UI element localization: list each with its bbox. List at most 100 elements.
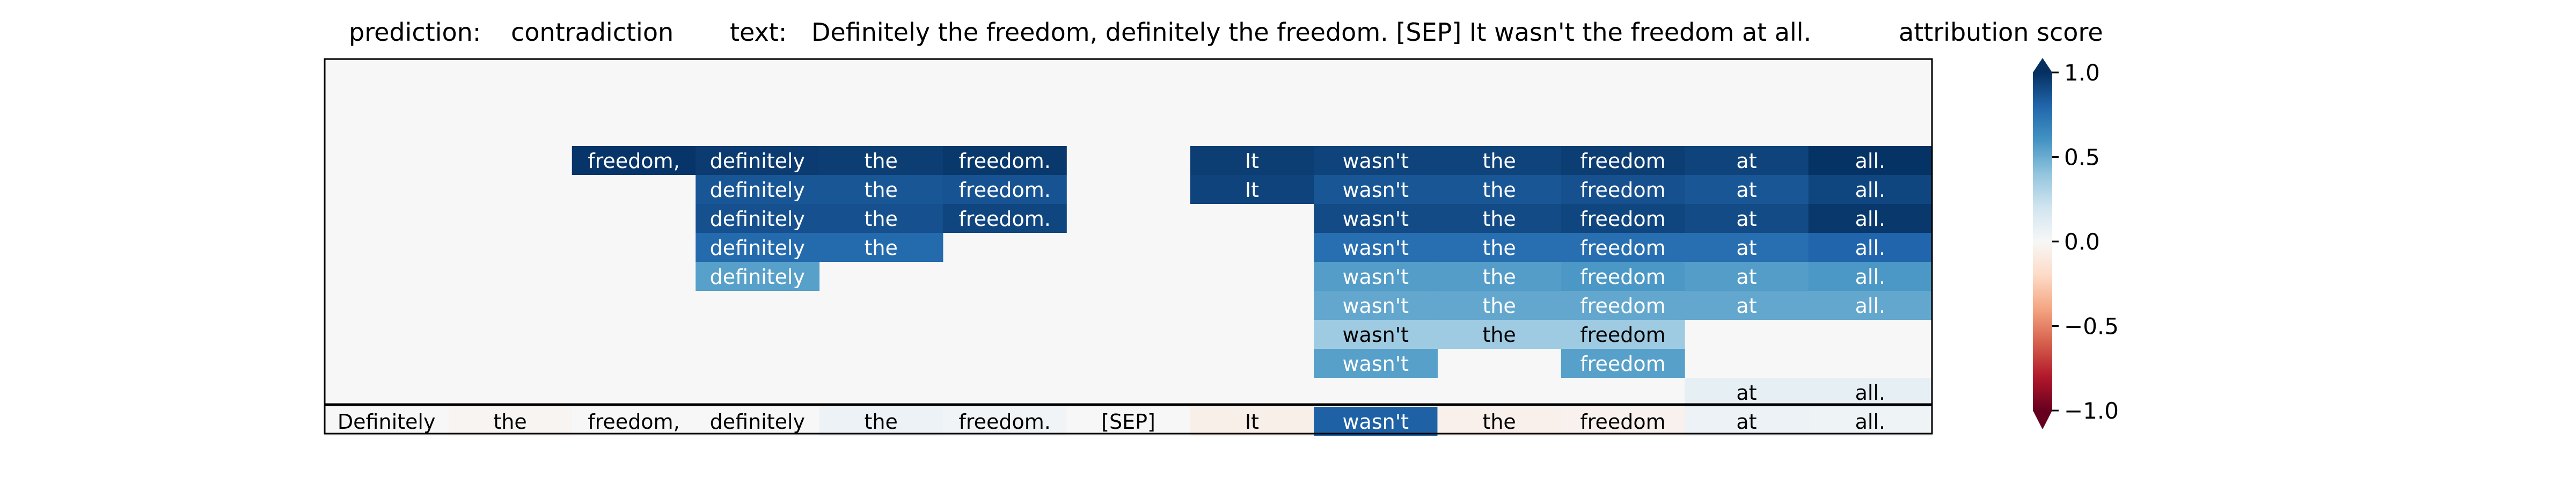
heatmap-cell <box>819 146 943 175</box>
heatmap-cell-label: the <box>1482 294 1516 318</box>
input-token-cell <box>942 407 1067 436</box>
input-token-cell <box>325 407 449 436</box>
input-token-cell-label: freedom <box>1580 410 1665 434</box>
heatmap-cell <box>1561 262 1685 291</box>
input-token-cell <box>1437 407 1562 436</box>
colorbar-extend-bottom <box>2033 411 2052 429</box>
heatmap-cell <box>1685 146 1809 175</box>
heatmap-cell-label: freedom <box>1580 352 1665 376</box>
heatmap-cell-label: freedom. <box>958 149 1050 173</box>
colorbar-tick-label: 0.5 <box>2064 144 2100 171</box>
heatmap-cell-label: all. <box>1855 236 1885 260</box>
prediction-label: prediction: <box>349 18 481 47</box>
heatmap-cell-label: freedom <box>1580 265 1665 289</box>
input-token-cell-label: at <box>1736 410 1757 434</box>
text-value: Definitely the freedom, definitely the f… <box>811 18 1811 47</box>
heatmap-cell <box>1685 291 1809 320</box>
input-token-cell-label: It <box>1245 410 1259 434</box>
heatmap-cell-label: the <box>865 236 898 260</box>
heatmap-cell <box>1314 204 1438 233</box>
heatmap-cell <box>1437 175 1562 204</box>
heatmap-cell <box>1561 146 1685 175</box>
heatmap-cells <box>325 146 1933 436</box>
heatmap-cell <box>819 204 943 233</box>
input-token-cell-label: wasn't <box>1342 410 1409 434</box>
heatmap-cell-label: freedom <box>1580 178 1665 202</box>
input-token-cell-label: definitely <box>710 410 805 434</box>
heatmap-cell <box>1437 204 1562 233</box>
heatmap-cell <box>1561 349 1685 378</box>
heatmap-cell-label: definitely <box>710 236 805 260</box>
heatmap-cell-label: wasn't <box>1342 352 1409 376</box>
text-label: text: <box>730 18 787 47</box>
heatmap-cell <box>1685 378 1809 407</box>
heatmap-cell <box>1437 146 1562 175</box>
heatmap-cell-label: all. <box>1855 265 1885 289</box>
input-token-cell-label: freedom. <box>958 410 1050 434</box>
colorbar-title: attribution score <box>1899 18 2103 47</box>
heatmap-cell-label: at <box>1736 294 1757 318</box>
input-token-cell-label: freedom, <box>588 410 679 434</box>
colorbar-tick-label: −1.0 <box>2064 398 2119 424</box>
input-token-cell <box>1066 407 1191 436</box>
heatmap-cell-label: the <box>1482 178 1516 202</box>
colorbar-tick-label: 0.0 <box>2064 229 2100 255</box>
heatmap-cell-label: the <box>1482 323 1516 347</box>
heatmap-cell-label: freedom. <box>958 178 1050 202</box>
colorbar-gradient <box>2033 72 2052 411</box>
heatmap-cell-label: wasn't <box>1342 294 1409 318</box>
heatmap-cell-label: freedom, <box>588 149 679 173</box>
input-token-cell <box>1314 407 1438 436</box>
heatmap-cell <box>696 233 820 262</box>
heatmap-cell <box>819 233 943 262</box>
heatmap-cell-label: at <box>1736 381 1757 405</box>
input-token-cell <box>1190 407 1314 436</box>
colorbar-tick-label: 1.0 <box>2064 60 2100 86</box>
heatmap-cell-label: definitely <box>710 265 805 289</box>
heatmap-cell-label: definitely <box>710 178 805 202</box>
heatmap-cell-label: wasn't <box>1342 178 1409 202</box>
plot-frame <box>324 58 1933 435</box>
heatmap-cell <box>942 204 1067 233</box>
input-token-cell-label: [SEP] <box>1101 410 1155 434</box>
heatmap-cell <box>1685 233 1809 262</box>
heatmap-cell-label: the <box>865 207 898 231</box>
heatmap-cell-label: the <box>1482 207 1516 231</box>
heatmap-cell <box>1808 146 1933 175</box>
heatmap-cell <box>819 175 943 204</box>
heatmap-cell-label: wasn't <box>1342 207 1409 231</box>
heatmap-cell <box>1685 262 1809 291</box>
heatmap-cell <box>696 204 820 233</box>
heatmap-cell-label: definitely <box>710 207 805 231</box>
heatmap-cell <box>1561 233 1685 262</box>
heatmap-cell-label: the <box>865 178 898 202</box>
heatmap-cell-label: all. <box>1855 207 1885 231</box>
heatmap-cell <box>696 175 820 204</box>
heatmap-cell-label: all. <box>1855 294 1885 318</box>
heatmap-cell <box>1314 146 1438 175</box>
heatmap-cell-label: the <box>1482 149 1516 173</box>
heatmap-cell <box>1190 175 1314 204</box>
heatmap-cell-label: all. <box>1855 178 1885 202</box>
heatmap-cell-label: all. <box>1855 149 1885 173</box>
heatmap-cell-label: It <box>1245 149 1259 173</box>
heatmap-cell <box>942 146 1067 175</box>
heatmap-cell-label: It <box>1245 178 1259 202</box>
heatmap-cell-label: freedom <box>1580 236 1665 260</box>
colorbar-tick-label: −0.5 <box>2064 313 2119 340</box>
heatmap-cell-label: freedom <box>1580 207 1665 231</box>
input-token-cell <box>1561 407 1685 436</box>
heatmap-cell <box>942 175 1067 204</box>
input-token-cell <box>1808 407 1933 436</box>
heatmap-cell-label: the <box>1482 265 1516 289</box>
colorbar-extend-top <box>2033 58 2052 72</box>
heatmap-cell-label: definitely <box>710 149 805 173</box>
heatmap-cell-label: the <box>865 149 898 173</box>
input-token-cell <box>448 407 573 436</box>
heatmap-cell-label: the <box>1482 236 1516 260</box>
heatmap-cell-label: at <box>1736 236 1757 260</box>
heatmap-cell <box>1314 320 1438 349</box>
input-token-cell-label: Definitely <box>338 410 436 434</box>
input-token-cell-label: the <box>493 410 526 434</box>
